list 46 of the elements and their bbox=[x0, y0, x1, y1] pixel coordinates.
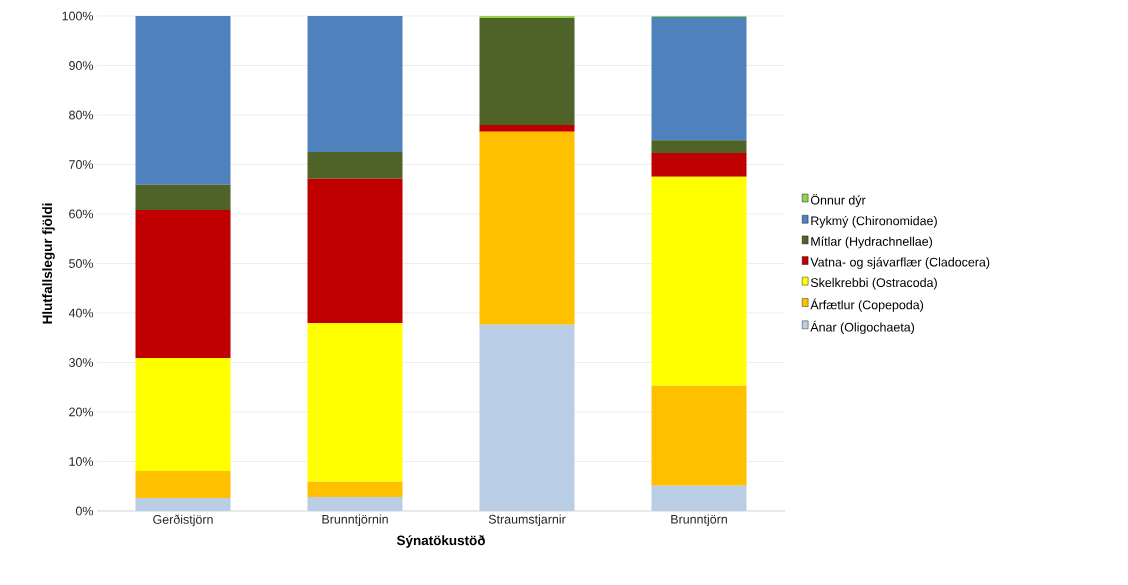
bar bbox=[135, 498, 231, 511]
bar bbox=[135, 358, 231, 471]
y-tick-label: 70% bbox=[69, 160, 94, 169]
legend-label: Ánar (Oligochaeta) bbox=[810, 320, 915, 335]
bar bbox=[651, 485, 747, 511]
y-tick-label: 50% bbox=[69, 259, 94, 268]
bar bbox=[479, 124, 575, 132]
bar bbox=[479, 324, 575, 511]
x-tick-label: Gerðistjörn bbox=[153, 514, 213, 527]
y-tick-label: 80% bbox=[69, 110, 94, 120]
y-tick-label: 40% bbox=[68, 308, 94, 318]
y-axis-title: Hlutfallslegur fjöldi bbox=[42, 203, 55, 324]
y-tick-label: 20% bbox=[69, 407, 94, 417]
bar bbox=[307, 178, 403, 323]
y-tick-label: 30% bbox=[69, 358, 94, 367]
bar bbox=[479, 131, 575, 325]
x-tick-label: Straumstjarnir bbox=[488, 514, 566, 527]
bar bbox=[651, 140, 747, 154]
legend-label: Mítlar (Hydrachnellae) bbox=[811, 236, 933, 249]
bar bbox=[135, 15, 231, 185]
x-tick-label: Brunntjörnin bbox=[322, 514, 388, 527]
bar bbox=[307, 322, 403, 482]
x-tick-label: Brunntjörn bbox=[671, 514, 727, 527]
bar bbox=[307, 481, 403, 498]
legend-label: Skelkrebbi (Ostracoda) bbox=[810, 277, 937, 290]
bar bbox=[135, 184, 231, 211]
bar bbox=[479, 17, 575, 125]
legend-label: Önnur dýr bbox=[810, 194, 866, 208]
bar bbox=[651, 153, 747, 177]
y-tick-label: 60% bbox=[69, 209, 94, 219]
y-tick-label: 100% bbox=[62, 11, 94, 21]
y-tick-label: 0% bbox=[75, 506, 94, 516]
bar bbox=[135, 470, 231, 499]
legend-label: Árfætlur (Copepoda) bbox=[810, 298, 924, 312]
bar bbox=[307, 15, 403, 153]
bar bbox=[307, 152, 403, 179]
legend-label: Vatna- og sjávarflær (Cladocera) bbox=[810, 257, 990, 269]
bar bbox=[651, 16, 747, 141]
y-tick-label: 10% bbox=[69, 457, 94, 466]
legend-label: Rykmý (Chironomidae) bbox=[811, 215, 937, 228]
y-tick-label: 90% bbox=[69, 61, 94, 70]
bar bbox=[651, 385, 747, 486]
bar bbox=[135, 210, 231, 359]
bar bbox=[651, 176, 747, 386]
bar bbox=[307, 497, 403, 511]
x-axis-title: Sýnatökustöð bbox=[396, 535, 485, 548]
